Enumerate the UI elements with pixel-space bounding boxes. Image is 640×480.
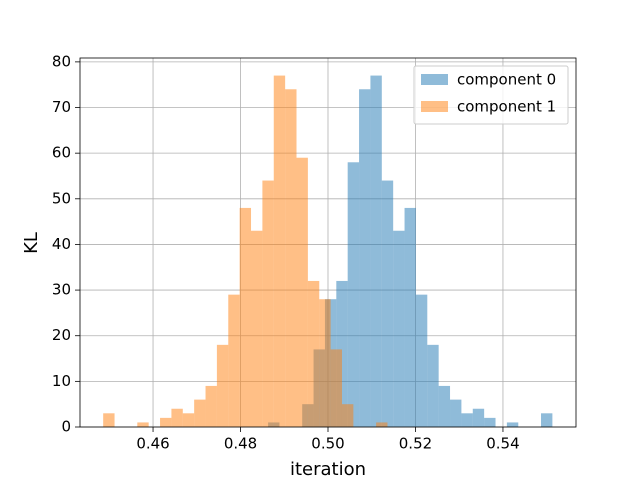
histogram-bar — [330, 349, 342, 427]
legend-label: component 0 — [457, 71, 556, 89]
histogram-bar — [103, 413, 115, 427]
histogram-bar — [160, 417, 172, 427]
x-tick-label: 0.48 — [224, 435, 257, 453]
histogram-bar — [285, 89, 297, 427]
histogram-bar — [404, 207, 416, 427]
histogram-bar — [319, 299, 331, 427]
histogram-bar — [393, 230, 405, 427]
histogram-bar — [541, 413, 553, 427]
y-tick-label: 40 — [52, 235, 71, 253]
histogram-bar — [381, 180, 394, 427]
histogram-bar — [182, 413, 195, 427]
histogram-bar — [427, 344, 439, 427]
histogram-bar — [376, 422, 388, 427]
y-tick-label: 80 — [52, 52, 71, 70]
legend-swatch — [421, 101, 448, 112]
histogram-bar — [341, 404, 354, 427]
x-tick-label: 0.52 — [399, 435, 432, 453]
histogram-bar — [273, 75, 286, 428]
legend-box — [413, 65, 569, 125]
histogram-bar — [359, 89, 371, 427]
grid — [80, 58, 576, 428]
histogram-bar — [472, 408, 485, 427]
histogram-bar — [461, 413, 473, 427]
histogram-bar — [216, 344, 229, 427]
histogram-bar — [450, 399, 462, 427]
histogram-bar — [484, 417, 496, 427]
histogram-bar — [506, 422, 519, 427]
y-axis-label: KL — [21, 232, 42, 254]
y-tick-label: 0 — [61, 418, 71, 436]
y-tick-label: 10 — [52, 372, 71, 390]
y-tick-label: 70 — [52, 98, 71, 116]
histogram-bar — [251, 230, 263, 427]
histogram-bar — [137, 422, 149, 427]
histogram-bar — [370, 75, 382, 428]
legend: component 0 component 1 — [413, 65, 569, 125]
histogram-bar — [262, 180, 274, 427]
histogram-bar — [171, 408, 183, 427]
x-tick-label: 0.50 — [311, 435, 344, 453]
histogram-bar — [347, 162, 360, 427]
bars — [103, 75, 553, 428]
legend-label: component 1 — [457, 98, 556, 116]
y-tick-label: 20 — [52, 326, 71, 344]
legend-swatch — [421, 74, 448, 85]
histogram-bar — [239, 207, 252, 427]
histogram-bar — [205, 385, 217, 427]
x-axis-label: iteration — [290, 459, 366, 480]
x-tick-label: 0.46 — [136, 435, 169, 453]
histogram-bar — [296, 157, 308, 427]
y-tick-label: 50 — [52, 189, 71, 207]
histogram-bar — [415, 294, 428, 427]
histogram-bar — [438, 385, 451, 427]
x-tick-label: 0.54 — [486, 435, 519, 453]
ticks: 0.46 0.48 0.50 0.52 0.54 0 10 20 30 40 50 60 70 80 — [52, 52, 520, 452]
y-tick-label: 60 — [52, 144, 71, 162]
histogram-bar — [228, 294, 240, 427]
histogram-bar — [307, 280, 320, 427]
histogram-bar — [194, 399, 206, 427]
y-tick-label: 30 — [52, 281, 71, 299]
